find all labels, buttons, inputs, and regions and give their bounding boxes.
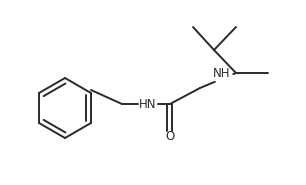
Text: O: O (165, 130, 175, 144)
Text: HN: HN (139, 97, 157, 110)
Text: NH: NH (213, 66, 231, 80)
